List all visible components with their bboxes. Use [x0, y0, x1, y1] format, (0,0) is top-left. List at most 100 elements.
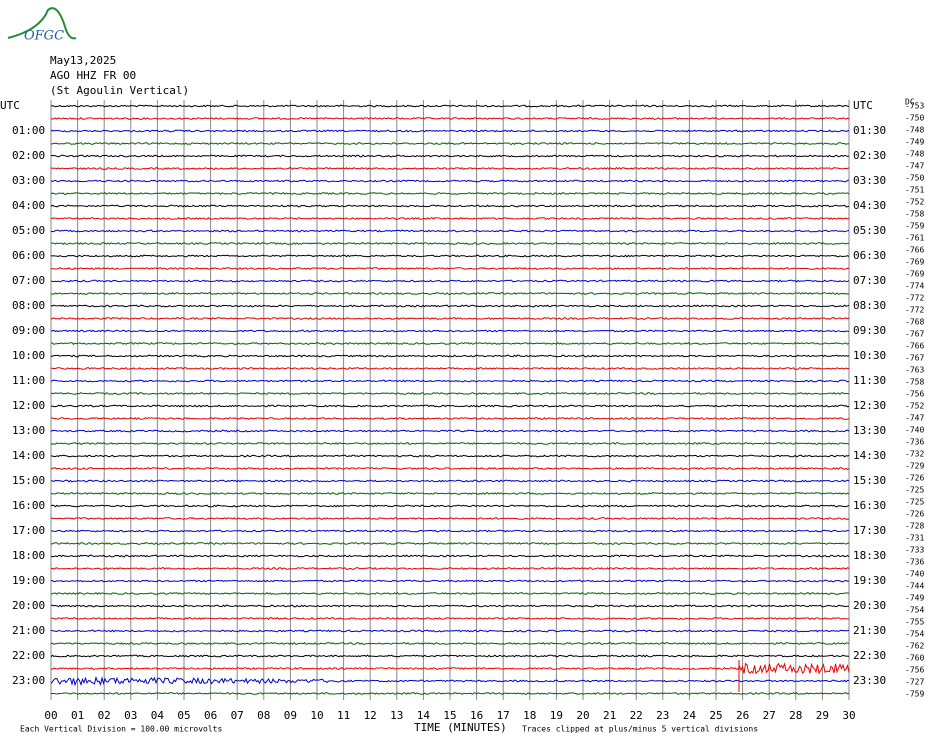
- right-time-label: 09:30: [853, 324, 886, 337]
- dc-offset: -767: [905, 330, 924, 339]
- x-tick-label: 02: [98, 709, 111, 722]
- dc-offset: -752: [905, 198, 924, 207]
- x-tick-label: 12: [364, 709, 377, 722]
- x-tick-label: 03: [124, 709, 137, 722]
- trace: [50, 154, 850, 158]
- logo: OFGC: [7, 7, 77, 44]
- trace: [50, 662, 850, 675]
- left-time-label: 12:00: [12, 399, 45, 412]
- trace: [50, 654, 850, 658]
- trace: [50, 492, 850, 495]
- trace: [50, 629, 850, 633]
- dc-offset: -754: [905, 630, 924, 639]
- right-time-label: 15:30: [853, 474, 886, 487]
- dc-offset: -766: [905, 342, 924, 351]
- dc-offset: -756: [905, 390, 924, 399]
- x-tick-label: 19: [550, 709, 563, 722]
- left-time-label: 15:00: [12, 474, 45, 487]
- dc-offset: -736: [905, 438, 924, 447]
- left-time-label: 11:00: [12, 374, 45, 387]
- dc-offset: -727: [905, 678, 924, 687]
- dc-label: DC: [905, 98, 915, 107]
- right-time-label: 18:30: [853, 549, 886, 562]
- x-tick-label: 09: [284, 709, 297, 722]
- left-time-label: 16:00: [12, 499, 45, 512]
- left-time-label: 08:00: [12, 299, 45, 312]
- left-time-label: 07:00: [12, 274, 45, 287]
- right-time-label: 23:30: [853, 674, 886, 687]
- x-tick-label: 14: [417, 709, 431, 722]
- trace: [50, 316, 850, 320]
- dc-offset: -767: [905, 354, 924, 363]
- x-tick-label: 13: [390, 709, 403, 722]
- left-time-label: 23:00: [12, 674, 45, 687]
- dc-offset: -750: [905, 114, 924, 123]
- dc-offset: -740: [905, 570, 924, 579]
- dc-offset: -748: [905, 126, 924, 135]
- dc-offset: -753: [905, 102, 924, 111]
- x-tick-label: 04: [151, 709, 165, 722]
- right-time-label: 20:30: [853, 599, 886, 612]
- x-tick-label: 28: [789, 709, 802, 722]
- x-tick-label: 15: [443, 709, 456, 722]
- right-time-label: 13:30: [853, 424, 886, 437]
- x-tick-label: 01: [71, 709, 84, 722]
- right-time-label: UTC: [853, 99, 873, 112]
- x-tick-label: 22: [630, 709, 643, 722]
- footer-axis: TIME (MINUTES): [414, 721, 507, 734]
- x-tick-label: 23: [656, 709, 669, 722]
- left-time-label: 03:00: [12, 174, 45, 187]
- trace: [50, 229, 850, 233]
- left-time-label: 04:00: [12, 199, 45, 212]
- dc-offset: -750: [905, 174, 924, 183]
- trace: [50, 304, 850, 308]
- x-tick-label: 16: [470, 709, 483, 722]
- dc-offset: -759: [905, 690, 924, 699]
- trace: [50, 279, 850, 283]
- dc-offset: -758: [905, 210, 924, 219]
- footer-scale: Each Vertical Division = 100.00 microvol…: [20, 725, 222, 734]
- right-time-label: 14:30: [853, 449, 886, 462]
- dc-offset: -749: [905, 138, 924, 147]
- header-station: AGO HHZ FR 00: [50, 69, 136, 82]
- right-time-label: 01:30: [853, 124, 886, 137]
- left-time-label: 02:00: [12, 149, 45, 162]
- right-time-label: 11:30: [853, 374, 886, 387]
- left-time-label: 09:00: [12, 324, 45, 337]
- dc-offset: -769: [905, 258, 924, 267]
- trace: [50, 242, 850, 245]
- dc-offset: -732: [905, 450, 924, 459]
- trace: [50, 529, 850, 533]
- x-tick-label: 26: [736, 709, 749, 722]
- x-tick-label: 06: [204, 709, 217, 722]
- trace: [50, 566, 850, 570]
- x-tick-label: 20: [576, 709, 589, 722]
- dc-offset: -744: [905, 582, 924, 591]
- trace: [51, 404, 850, 408]
- trace: [50, 129, 850, 133]
- right-time-label: 21:30: [853, 624, 886, 637]
- trace: [50, 192, 850, 195]
- trace: [50, 354, 850, 358]
- trace: [50, 504, 850, 508]
- x-tick-label: 21: [603, 709, 616, 722]
- dc-offset: -748: [905, 150, 924, 159]
- dc-offset: -760: [905, 654, 924, 663]
- trace: [50, 554, 850, 558]
- x-tick-label: 30: [842, 709, 855, 722]
- left-time-label: UTC: [0, 99, 20, 112]
- dc-offset: -772: [905, 294, 924, 303]
- dc-offset: -725: [905, 498, 924, 507]
- trace: [50, 204, 850, 208]
- right-time-label: 03:30: [853, 174, 886, 187]
- dc-offset: -752: [905, 402, 924, 411]
- header-date: May13,2025: [50, 54, 116, 67]
- left-time-label: 19:00: [12, 574, 45, 587]
- trace: [50, 542, 850, 545]
- left-time-label: 21:00: [12, 624, 45, 637]
- left-time-label: 14:00: [12, 449, 45, 462]
- trace: [50, 104, 850, 108]
- right-time-label: 07:30: [853, 274, 886, 287]
- trace: [51, 416, 850, 421]
